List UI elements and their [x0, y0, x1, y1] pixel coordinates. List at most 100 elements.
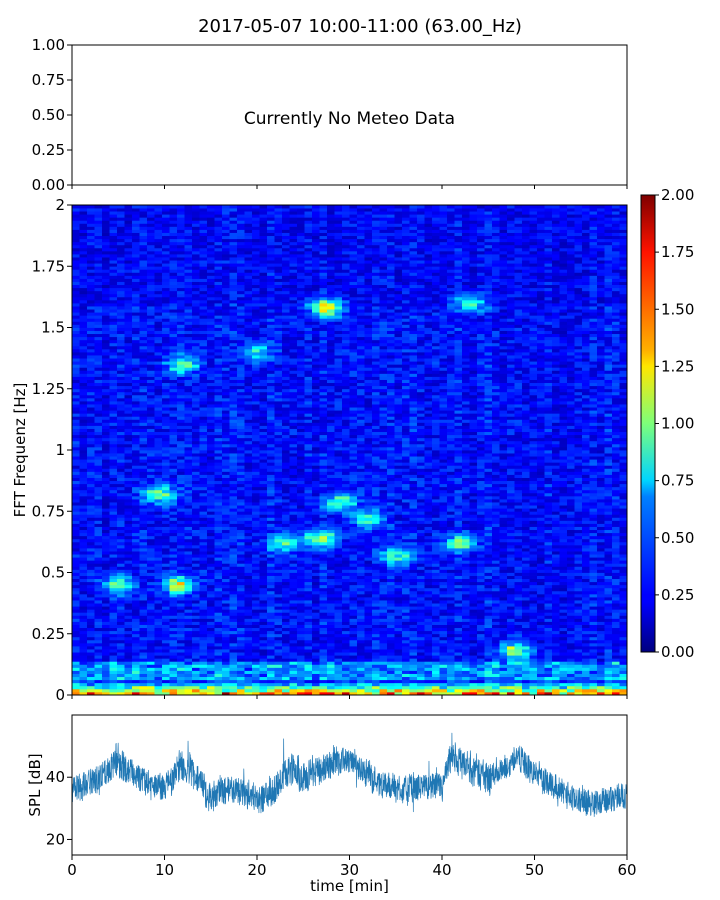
heatmap-cell — [79, 208, 88, 212]
heatmap-cell — [282, 477, 290, 482]
heatmap-cell — [102, 293, 110, 298]
heatmap-cell — [199, 446, 208, 451]
heatmap-cell — [87, 597, 95, 601]
heatmap-cell — [259, 217, 268, 221]
heatmap-cell — [297, 214, 305, 218]
heatmap-cell — [229, 560, 238, 564]
heatmap-cell — [109, 269, 118, 273]
heatmap-cell — [147, 358, 155, 362]
heatmap-cell — [162, 247, 170, 252]
heatmap-cell — [72, 462, 80, 466]
heatmap-cell — [177, 627, 185, 632]
heatmap-cell — [162, 655, 170, 659]
heatmap-cell — [132, 367, 140, 371]
heatmap-cell — [154, 348, 163, 353]
heatmap-cell — [259, 590, 268, 595]
heatmap-cell — [177, 272, 185, 276]
heatmap-cell — [192, 367, 200, 371]
heatmap-cell — [117, 600, 125, 604]
heatmap-cell — [139, 673, 148, 678]
heatmap-cell — [139, 244, 148, 249]
heatmap-cell — [274, 520, 283, 524]
heatmap-cell — [214, 431, 223, 436]
heatmap-cell — [199, 379, 208, 384]
heatmap-cell — [199, 642, 208, 647]
heatmap-cell — [117, 627, 125, 632]
heatmap-cell — [79, 661, 88, 665]
heatmap-cell — [102, 511, 110, 515]
heatmap-cell — [237, 388, 245, 393]
heatmap-cell — [199, 275, 208, 279]
heatmap-cell — [192, 581, 200, 586]
heatmap-cell — [177, 434, 185, 439]
heatmap-cell — [259, 658, 268, 662]
heatmap-cell — [237, 597, 245, 601]
heatmap-cell — [109, 609, 118, 613]
heatmap-cell — [297, 569, 305, 573]
heatmap-cell — [214, 468, 223, 472]
heatmap-cell — [289, 495, 298, 500]
heatmap-cell — [252, 557, 260, 561]
heatmap-cell — [177, 691, 185, 696]
heatmap-cell — [297, 492, 305, 497]
heatmap-cell — [199, 691, 208, 696]
heatmap-cell — [229, 590, 238, 595]
heatmap-cell — [102, 523, 110, 527]
heatmap-cell — [87, 370, 95, 374]
heatmap-cell — [72, 572, 80, 576]
heatmap-cell — [109, 658, 118, 662]
heatmap-cell — [162, 318, 170, 322]
heatmap-cell — [274, 376, 283, 380]
heatmap-cell — [94, 670, 103, 674]
heatmap-cell — [252, 642, 260, 647]
heatmap-cell — [132, 465, 140, 469]
heatmap-cell — [94, 526, 103, 531]
heatmap-cell — [282, 575, 290, 580]
heatmap-cell — [244, 511, 253, 515]
heatmap-cell — [199, 606, 208, 610]
heatmap-cell — [184, 254, 193, 258]
heatmap-cell — [169, 226, 178, 230]
heatmap-cell — [87, 603, 95, 607]
heatmap-cell — [297, 208, 305, 212]
heatmap-cell — [184, 205, 193, 209]
heatmap-cell — [222, 397, 230, 402]
heatmap-cell — [177, 517, 185, 521]
heatmap-cell — [117, 382, 125, 387]
heatmap-cell — [117, 247, 125, 252]
heatmap-cell — [87, 428, 95, 433]
heatmap-cell — [237, 410, 245, 414]
heatmap-cell — [79, 676, 88, 681]
heatmap-cell — [289, 257, 298, 261]
heatmap-cell — [124, 667, 133, 671]
heatmap-cell — [132, 272, 140, 276]
heatmap-cell — [229, 587, 238, 592]
heatmap-cell — [72, 397, 80, 402]
heatmap-cell — [139, 419, 148, 423]
heatmap-cell — [169, 217, 178, 221]
heatmap-cell — [147, 682, 155, 687]
heatmap-cell — [184, 416, 193, 420]
heatmap-cell — [274, 532, 283, 537]
heatmap-cell — [274, 450, 283, 454]
heatmap-cell — [117, 529, 125, 534]
heatmap-cell — [132, 548, 140, 552]
heatmap-cell — [177, 471, 185, 475]
heatmap-cell — [252, 422, 260, 426]
heatmap-cell — [297, 281, 305, 286]
heatmap-cell — [282, 416, 290, 420]
heatmap-cell — [199, 214, 208, 218]
heatmap-cell — [117, 606, 125, 610]
heatmap-cell — [222, 453, 230, 457]
heatmap-cell — [154, 670, 163, 674]
heatmap-cell — [229, 293, 238, 298]
heatmap-cell — [87, 505, 95, 509]
heatmap-cell — [267, 587, 275, 592]
heatmap-cell — [177, 220, 185, 224]
heatmap-cell — [297, 673, 305, 678]
heatmap-cell — [177, 327, 185, 331]
heatmap-cell — [244, 358, 253, 362]
heatmap-cell — [117, 505, 125, 509]
heatmap-cell — [199, 327, 208, 331]
heatmap-cell — [139, 287, 148, 292]
